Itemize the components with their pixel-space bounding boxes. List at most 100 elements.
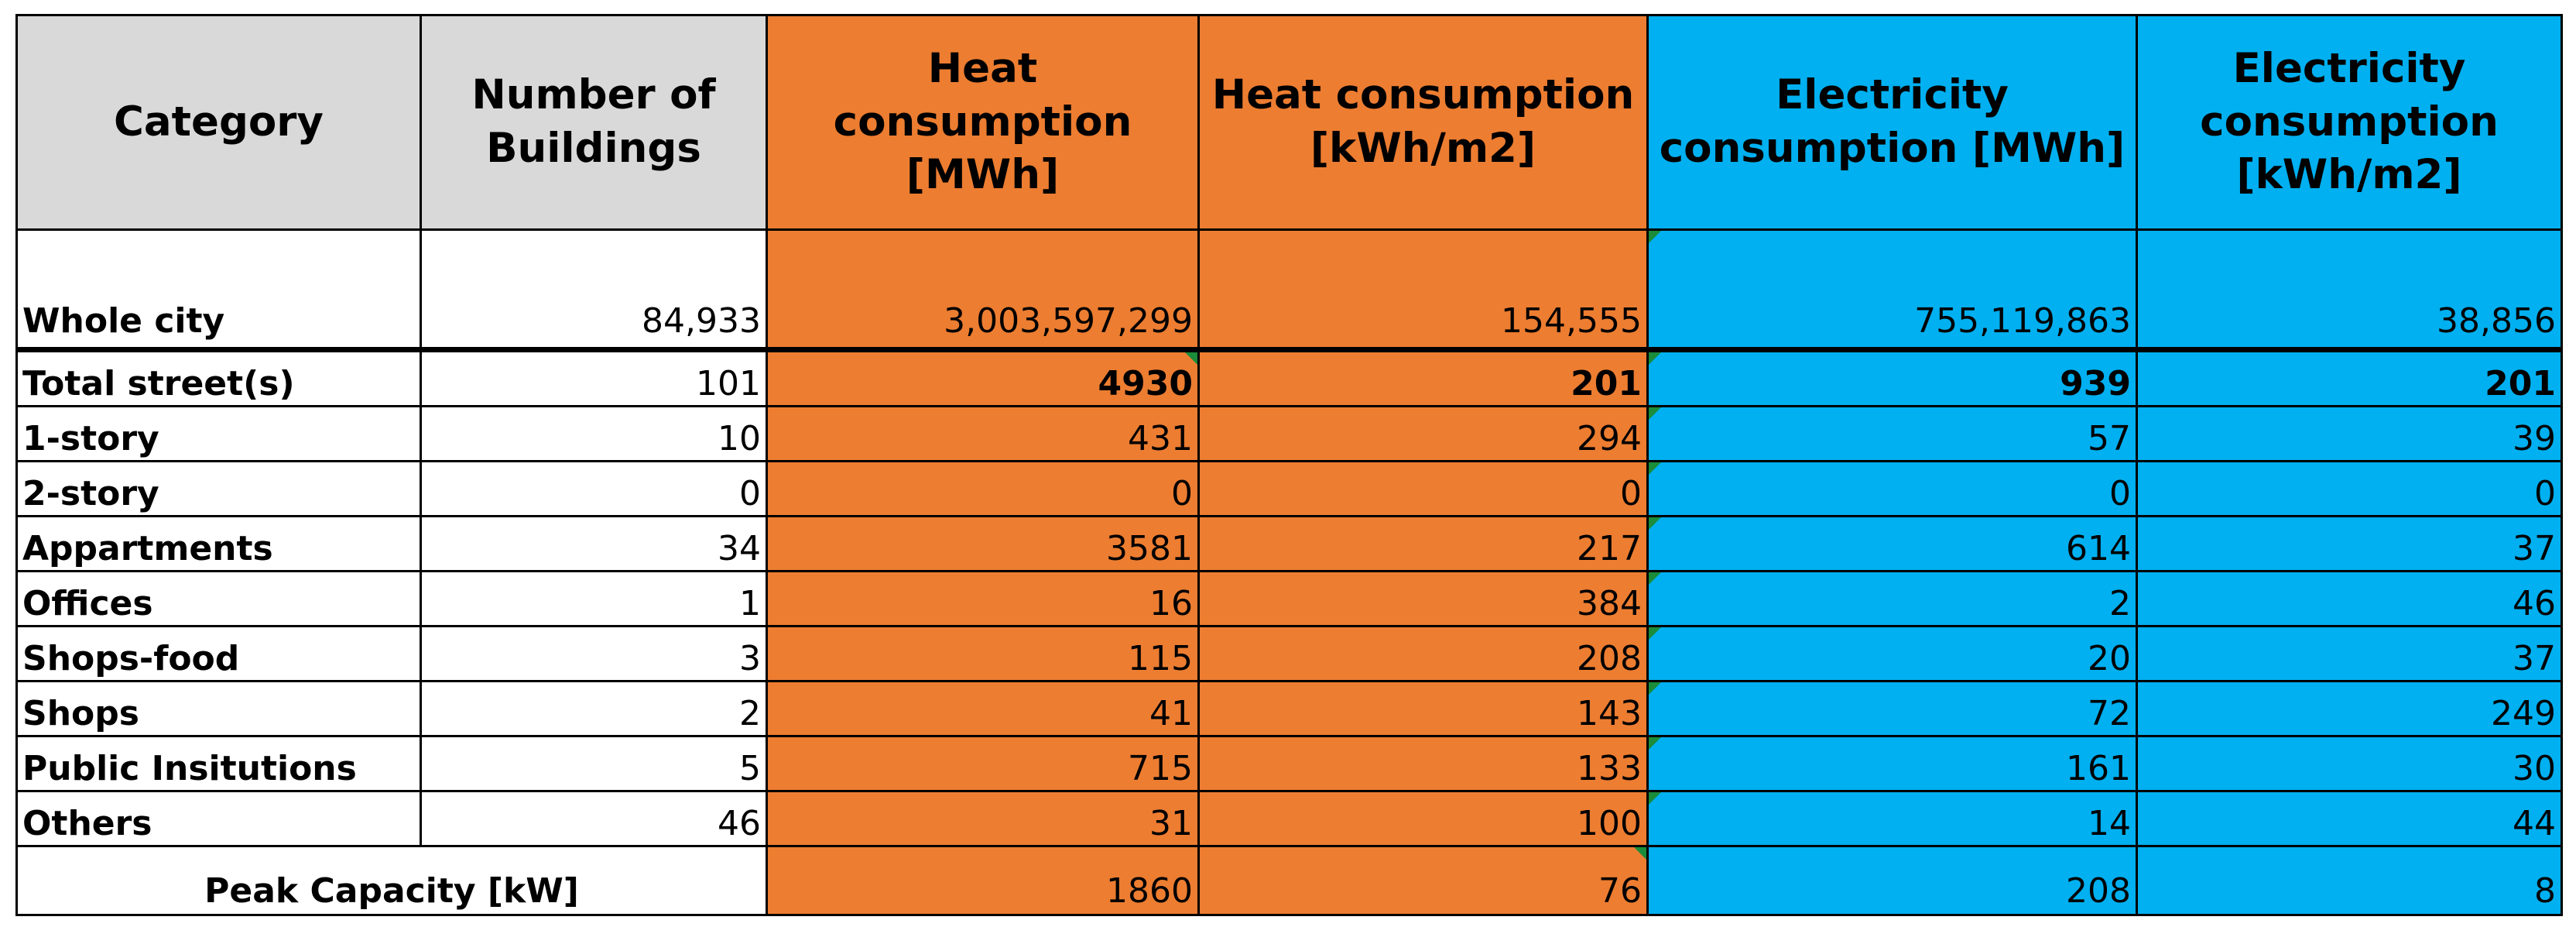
error-marker-icon (1649, 683, 1661, 695)
row-elec-kwh[interactable]: 46 (2136, 570, 2563, 627)
row-elec-mwh[interactable]: 20 (1646, 625, 2138, 682)
peak-elec-mwh[interactable]: 208 (1646, 845, 2138, 916)
row-heat-kwh[interactable]: 133 (1197, 735, 1649, 792)
row-heat-mwh[interactable]: 16 (766, 570, 1200, 627)
row-label[interactable]: Others (15, 790, 422, 847)
row-elec-kwh[interactable]: 37 (2136, 625, 2563, 682)
table-row: Shops-food 3 115 208 20 37 (15, 625, 2563, 682)
row-elec-mwh[interactable]: 0 (1646, 460, 2138, 517)
spreadsheet: Category Number of Buildings Heat consum… (15, 14, 2563, 916)
header-elec-kwh[interactable]: Electricity consumption [kWh/m2] (2136, 14, 2563, 231)
row-heat-mwh[interactable]: 41 (766, 680, 1200, 737)
whole-city-elec-kwh[interactable]: 38,856 (2136, 228, 2563, 351)
table-row: 1-story 10 431 294 57 39 (15, 405, 2563, 462)
peak-capacity-label[interactable]: Peak Capacity [kW] (15, 845, 768, 916)
whole-city-elec-mwh[interactable]: 755,119,863 (1646, 228, 2138, 351)
cell-value: 0 (2109, 474, 2131, 513)
total-heat-kwh[interactable]: 201 (1197, 347, 1649, 407)
row-elec-kwh[interactable]: 44 (2136, 790, 2563, 847)
header-elec-mwh[interactable]: Electricity consumption [MWh] (1646, 14, 2138, 231)
row-heat-kwh[interactable]: 384 (1197, 570, 1649, 627)
row-heat-mwh[interactable]: 3581 (766, 515, 1200, 572)
total-elec-kwh[interactable]: 201 (2136, 347, 2563, 407)
row-elec-mwh[interactable]: 72 (1646, 680, 2138, 737)
cell-value: 76 (1598, 871, 1642, 911)
row-heat-kwh[interactable]: 217 (1197, 515, 1649, 572)
row-heat-kwh[interactable]: 143 (1197, 680, 1649, 737)
row-elec-kwh[interactable]: 39 (2136, 405, 2563, 462)
header-category[interactable]: Category (15, 14, 422, 231)
row-buildings[interactable]: 5 (420, 735, 768, 792)
row-heat-mwh[interactable]: 431 (766, 405, 1200, 462)
row-elec-mwh[interactable]: 614 (1646, 515, 2138, 572)
whole-city-label[interactable]: Whole city (15, 228, 422, 351)
total-heat-mwh[interactable]: 4930 (766, 347, 1200, 407)
row-elec-mwh[interactable]: 14 (1646, 790, 2138, 847)
row-buildings[interactable]: 34 (420, 515, 768, 572)
cell-value: 161 (2066, 749, 2131, 788)
cell-value: 57 (2088, 419, 2131, 458)
row-elec-mwh[interactable]: 2 (1646, 570, 2138, 627)
row-heat-kwh[interactable]: 294 (1197, 405, 1649, 462)
cell-value: 4930 (1098, 364, 1193, 403)
total-label[interactable]: Total street(s) (15, 347, 422, 407)
peak-elec-kwh[interactable]: 8 (2136, 845, 2563, 916)
row-heat-mwh[interactable]: 0 (766, 460, 1200, 517)
whole-city-heat-kwh[interactable]: 154,555 (1197, 228, 1649, 351)
error-marker-icon (1649, 738, 1661, 750)
row-elec-kwh[interactable]: 30 (2136, 735, 2563, 792)
row-label[interactable]: Shops (15, 680, 422, 737)
row-buildings[interactable]: 10 (420, 405, 768, 462)
total-buildings[interactable]: 101 (420, 347, 768, 407)
row-buildings[interactable]: 46 (420, 790, 768, 847)
row-elec-mwh[interactable]: 57 (1646, 405, 2138, 462)
peak-heat-kwh[interactable]: 76 (1197, 845, 1649, 916)
whole-city-buildings[interactable]: 84,933 (420, 228, 768, 351)
whole-city-heat-mwh[interactable]: 3,003,597,299 (766, 228, 1200, 351)
error-marker-icon (1634, 848, 1646, 860)
header-heat-mwh[interactable]: Heat consumption [MWh] (766, 14, 1200, 231)
error-marker-icon (1649, 355, 1661, 365)
error-marker-icon (1649, 463, 1661, 475)
total-elec-mwh[interactable]: 939 (1646, 347, 2138, 407)
table-row: Others 46 31 100 14 44 (15, 790, 2563, 847)
row-label[interactable]: 2-story (15, 460, 422, 517)
error-marker-icon (1649, 573, 1661, 585)
cell-value: 939 (2060, 364, 2131, 403)
cell-value: 14 (2088, 804, 2131, 843)
error-marker-icon (1649, 793, 1661, 805)
table-row: Shops 2 41 143 72 249 (15, 680, 2563, 737)
row-elec-kwh[interactable]: 0 (2136, 460, 2563, 517)
row-label[interactable]: Public Insitutions (15, 735, 422, 792)
row-heat-kwh[interactable]: 208 (1197, 625, 1649, 682)
row-buildings[interactable]: 0 (420, 460, 768, 517)
row-buildings[interactable]: 3 (420, 625, 768, 682)
row-elec-kwh[interactable]: 249 (2136, 680, 2563, 737)
row-heat-mwh[interactable]: 715 (766, 735, 1200, 792)
error-marker-icon (1649, 518, 1661, 530)
cell-value: 2 (2109, 584, 2131, 623)
header-heat-kwh[interactable]: Heat consumption [kWh/m2] (1197, 14, 1649, 231)
row-heat-mwh[interactable]: 31 (766, 790, 1200, 847)
header-buildings[interactable]: Number of Buildings (420, 14, 768, 231)
error-marker-icon (1649, 628, 1661, 640)
row-label[interactable]: Shops-food (15, 625, 422, 682)
table-row: Offices 1 16 384 2 46 (15, 570, 2563, 627)
row-label[interactable]: Offices (15, 570, 422, 627)
row-heat-kwh[interactable]: 0 (1197, 460, 1649, 517)
row-label[interactable]: 1-story (15, 405, 422, 462)
cell-value: 755,119,863 (1914, 301, 2131, 341)
row-buildings[interactable]: 2 (420, 680, 768, 737)
row-elec-kwh[interactable]: 37 (2136, 515, 2563, 572)
row-elec-mwh[interactable]: 161 (1646, 735, 2138, 792)
error-marker-icon (1185, 355, 1197, 365)
table-row: Appartments 34 3581 217 614 37 (15, 515, 2563, 572)
table-row: 2-story 0 0 0 0 0 (15, 460, 2563, 517)
row-label[interactable]: Appartments (15, 515, 422, 572)
cell-value: 72 (2088, 694, 2131, 733)
row-heat-kwh[interactable]: 100 (1197, 790, 1649, 847)
table-row: Public Insitutions 5 715 133 161 30 (15, 735, 2563, 792)
peak-heat-mwh[interactable]: 1860 (766, 845, 1200, 916)
row-heat-mwh[interactable]: 115 (766, 625, 1200, 682)
row-buildings[interactable]: 1 (420, 570, 768, 627)
